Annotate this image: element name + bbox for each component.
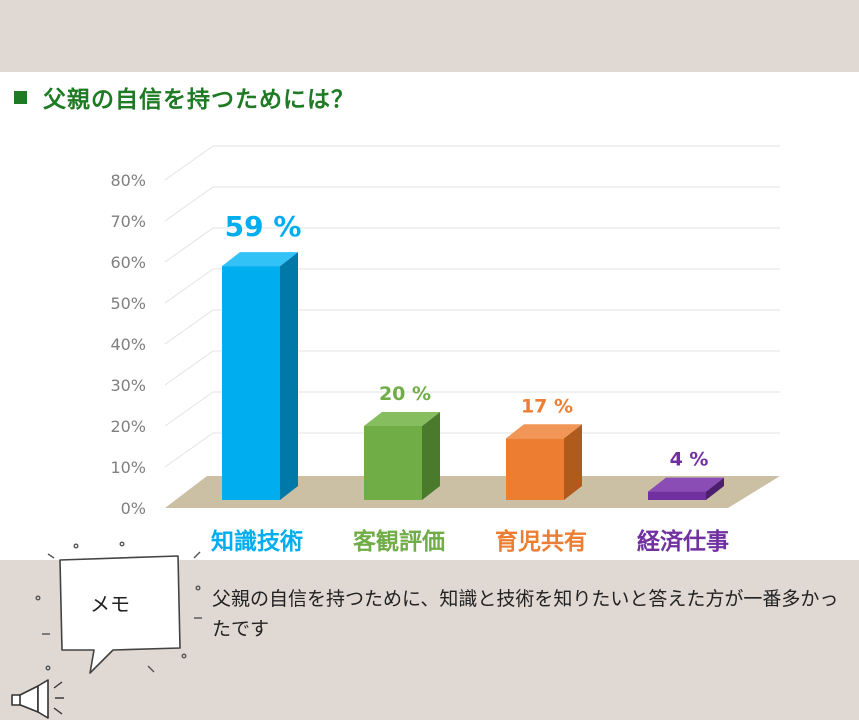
gridline bbox=[164, 350, 780, 386]
data-label: 4 % bbox=[670, 449, 709, 471]
title-bullet-square-icon bbox=[14, 90, 27, 104]
gridline bbox=[164, 391, 780, 427]
bar bbox=[648, 491, 706, 500]
memo-speech-bubble bbox=[35, 541, 202, 674]
bar-top bbox=[506, 424, 582, 439]
y-tick-label: 0% bbox=[121, 499, 146, 518]
y-tick-label: 30% bbox=[110, 376, 146, 395]
bar-side bbox=[564, 424, 582, 500]
y-tick-label: 80% bbox=[110, 171, 146, 190]
gridline bbox=[164, 186, 780, 222]
gridline bbox=[164, 227, 780, 263]
bar-side bbox=[422, 412, 440, 500]
bar-top bbox=[648, 477, 724, 492]
y-tick-label: 50% bbox=[110, 294, 146, 313]
data-label: 17 % bbox=[521, 395, 573, 417]
bar bbox=[364, 426, 422, 500]
y-tick-label: 40% bbox=[110, 335, 146, 354]
gridline bbox=[164, 432, 780, 468]
bar-side bbox=[280, 252, 298, 500]
gridline bbox=[164, 309, 780, 345]
category-label: 客観評価 bbox=[353, 528, 445, 555]
top-band bbox=[0, 0, 859, 72]
gridline bbox=[164, 268, 780, 304]
category-label: 知識技術 bbox=[211, 528, 303, 555]
bar bbox=[222, 266, 280, 500]
category-label: 経済仕事 bbox=[637, 528, 729, 555]
title-row: 父親の自信を持つためには？ bbox=[14, 80, 355, 114]
bar bbox=[506, 438, 564, 500]
bar-top bbox=[222, 252, 298, 267]
memo-label: メモ bbox=[90, 592, 130, 616]
bar-chart: 0% 10% 20% 30% 40% 50% 60% 70% 80% 59 % 知識技術 20 % 客観… bbox=[110, 145, 780, 555]
gridline bbox=[164, 145, 780, 181]
y-tick-label: 60% bbox=[110, 253, 146, 272]
category-label: 育児共有 bbox=[495, 528, 587, 555]
y-tick-label: 20% bbox=[110, 417, 146, 436]
page-title: 父親の自信を持つためには？ bbox=[43, 87, 355, 113]
bar-top bbox=[364, 412, 440, 426]
y-tick-label: 70% bbox=[110, 212, 146, 231]
y-tick-label: 10% bbox=[110, 458, 146, 477]
chart-floor bbox=[165, 476, 780, 508]
data-label: 20 % bbox=[379, 383, 431, 405]
memo-text: 父親の自信を持つために、知識と技術を知りたいと答えた方が一番多かったです bbox=[212, 588, 839, 640]
data-label: 59 % bbox=[225, 210, 302, 243]
bar-side bbox=[706, 477, 724, 500]
megaphone-icon bbox=[11, 679, 64, 719]
